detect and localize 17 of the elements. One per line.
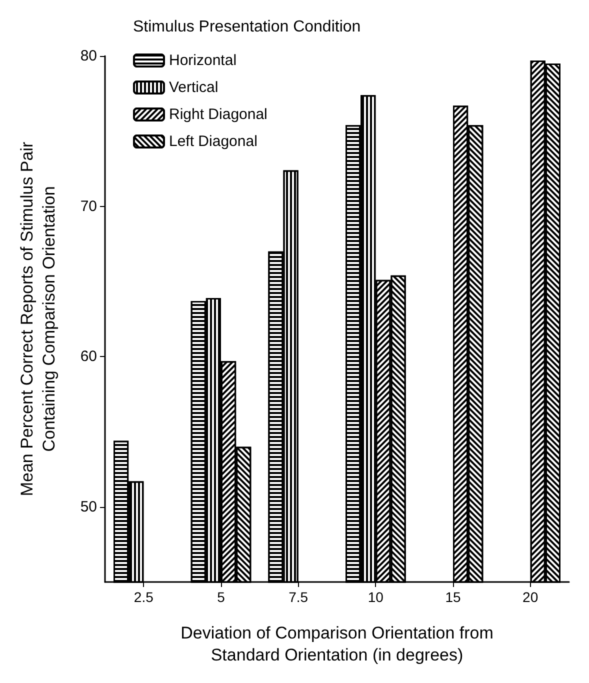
x-tick-label: 2.5 <box>134 589 154 605</box>
x-tick-label: 20 <box>522 589 538 605</box>
x-tick-label: 7.5 <box>288 589 308 605</box>
legend-label: Horizontal <box>169 52 237 69</box>
y-tick-label: 70 <box>80 198 97 215</box>
legend-label: Right Diagonal <box>169 106 268 123</box>
x-tick-label: 10 <box>368 589 384 605</box>
y-tick-label: 80 <box>80 48 97 64</box>
legend-label: Vertical <box>169 79 218 96</box>
y-axis-title: Mean Percent Correct Reports of Stimulus Pair Containing Comparison Orientation <box>18 142 58 496</box>
legend-title: Stimulus Presentation Condition <box>133 18 361 36</box>
legend-label: Left Diagonal <box>169 133 258 150</box>
x-axis-title: Deviation of Comparison Orientation from Standard Orientation (in degrees) <box>180 624 494 664</box>
y-tick-label: 60 <box>80 348 97 366</box>
y-tick-label: 50 <box>80 498 97 516</box>
x-tick-label: 15 <box>445 589 461 605</box>
x-tick-label: 5 <box>217 589 226 605</box>
